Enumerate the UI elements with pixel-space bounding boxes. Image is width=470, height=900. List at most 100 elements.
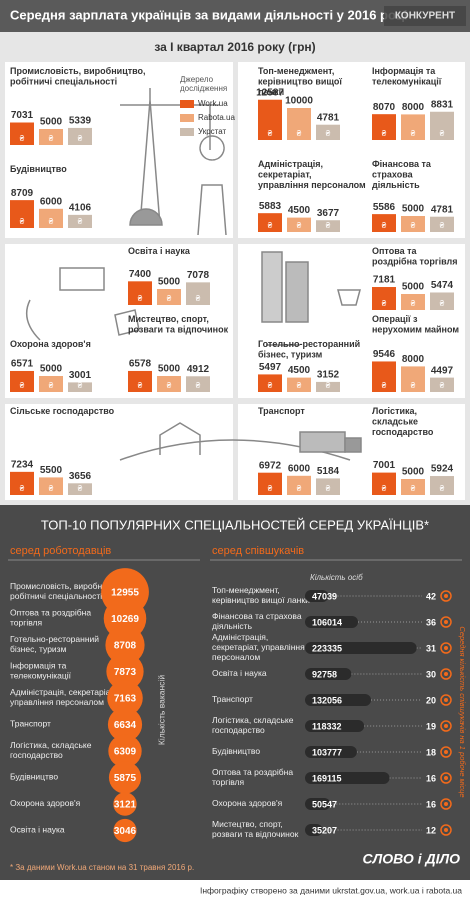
ratio-marker [440,772,452,784]
chart-title: серед роботодавців [10,545,111,557]
ratio-marker [440,616,452,628]
category-label: Топ-менеджмент, керівництво вищої ланки [212,585,310,605]
currency-symbol: ₴ [411,381,416,390]
currency-symbol: ₴ [440,299,445,308]
value-label: 3152 [317,370,340,381]
bar [372,472,396,495]
bar [258,374,282,392]
bar [258,99,282,140]
category-label: Освіта і наука [128,246,191,256]
value-label: 8000 [402,354,425,365]
currency-symbol: ₴ [78,484,83,493]
bar [128,281,152,305]
ratio-dot [444,750,448,754]
value-label: 7181 [373,275,396,286]
value-label: 10269 [111,614,139,625]
bar [157,289,181,305]
value-label: 8070 [373,102,396,113]
category-label: Оптова та роздрібна торгівля [372,246,457,267]
value-label: 3046 [114,826,137,837]
currency-symbol: ₴ [49,217,54,226]
panel [5,244,233,398]
value-label: 7873 [114,667,137,678]
bar [10,200,34,228]
value-label: 3656 [69,471,92,482]
currency-symbol: ₴ [297,484,302,493]
bar [39,376,63,392]
section-title: ТОП-10 ПОПУЛЯРНИХ СПЕЦІАЛЬНОСТЕЙ СЕРЕД У… [41,517,429,532]
ratio-marker [440,668,452,680]
currency-symbol: ₴ [440,381,445,390]
category-label: Мистецтво, спорт, розваги та відпочинок [212,819,299,839]
value-label: 4912 [187,364,210,375]
currency-symbol: ₴ [196,381,201,390]
bar [258,213,282,232]
source: Інфографіку створено за даними ukrstat.g… [200,885,462,895]
currency-symbol: ₴ [78,217,83,226]
bar [10,471,34,495]
bar [186,376,210,392]
bar [39,129,63,145]
currency-symbol: ₴ [167,381,172,390]
value-label: 3121 [114,800,137,811]
bubble [107,680,143,716]
value-label: 5586 [373,202,396,213]
category-label: Логістика, складське господарство [372,406,434,437]
footnote: * За даними Work.ua станом на 31 травня … [10,863,194,872]
bubble [106,652,144,691]
category-label: Охорона здоров'я [10,339,91,349]
category-label: Готельно-ресторанний бізнес, туризм [10,634,101,654]
bar [430,111,454,140]
value-label: 6571 [11,359,34,370]
bar [401,294,425,310]
category-label: Оптова та роздрібна торгівля [10,608,93,628]
ratio-label: 30 [426,669,436,679]
value-label: 92758 [312,669,337,679]
category-label: Операції з нерухомим майном [372,314,459,335]
illustration [25,88,362,461]
currency-symbol: ₴ [268,484,273,493]
value-label: 5500 [40,465,63,476]
bar [316,381,340,392]
currency-symbol: ₴ [382,381,387,390]
axis-label: Середня кількість співшукачів на 1 робоч… [458,626,467,797]
value-label: 8708 [114,641,137,652]
ratio-dot [444,620,448,624]
panel [238,62,465,238]
bar [68,214,92,228]
ratio-dot [444,594,448,598]
bar [430,377,454,392]
bar [186,282,210,305]
ratio-marker [440,798,452,810]
currency-symbol: ₴ [382,299,387,308]
category-label: Логістика, складське господарство [10,740,94,760]
bar [430,292,454,310]
category-label: Мистецтво, спорт, розваги та відпочинок [128,314,229,335]
bar [430,476,454,495]
value-label: 7234 [11,459,34,470]
bottom-background [0,505,470,880]
bar [316,220,340,232]
bar [305,824,323,836]
footer-bar [0,880,470,900]
bar [287,475,311,495]
value-label: 50547 [312,799,337,809]
currency-symbol: ₴ [440,484,445,493]
legend-swatch [180,128,194,136]
category-label: Будівництво [212,746,260,756]
bar [316,478,340,495]
bar [68,483,92,495]
legend-label: Work.ua [198,99,228,108]
category-label: Освіта і наука [10,825,65,835]
bubble [113,792,137,816]
bar [287,377,311,392]
value-label: 7001 [373,460,396,471]
currency-symbol: ₴ [326,221,331,230]
value-label: 4781 [431,204,454,215]
currency-symbol: ₴ [297,221,302,230]
currency-symbol: ₴ [326,484,331,493]
value-label: 5000 [158,277,181,288]
currency-symbol: ₴ [20,484,25,493]
bar [10,370,34,392]
bar [10,122,34,145]
